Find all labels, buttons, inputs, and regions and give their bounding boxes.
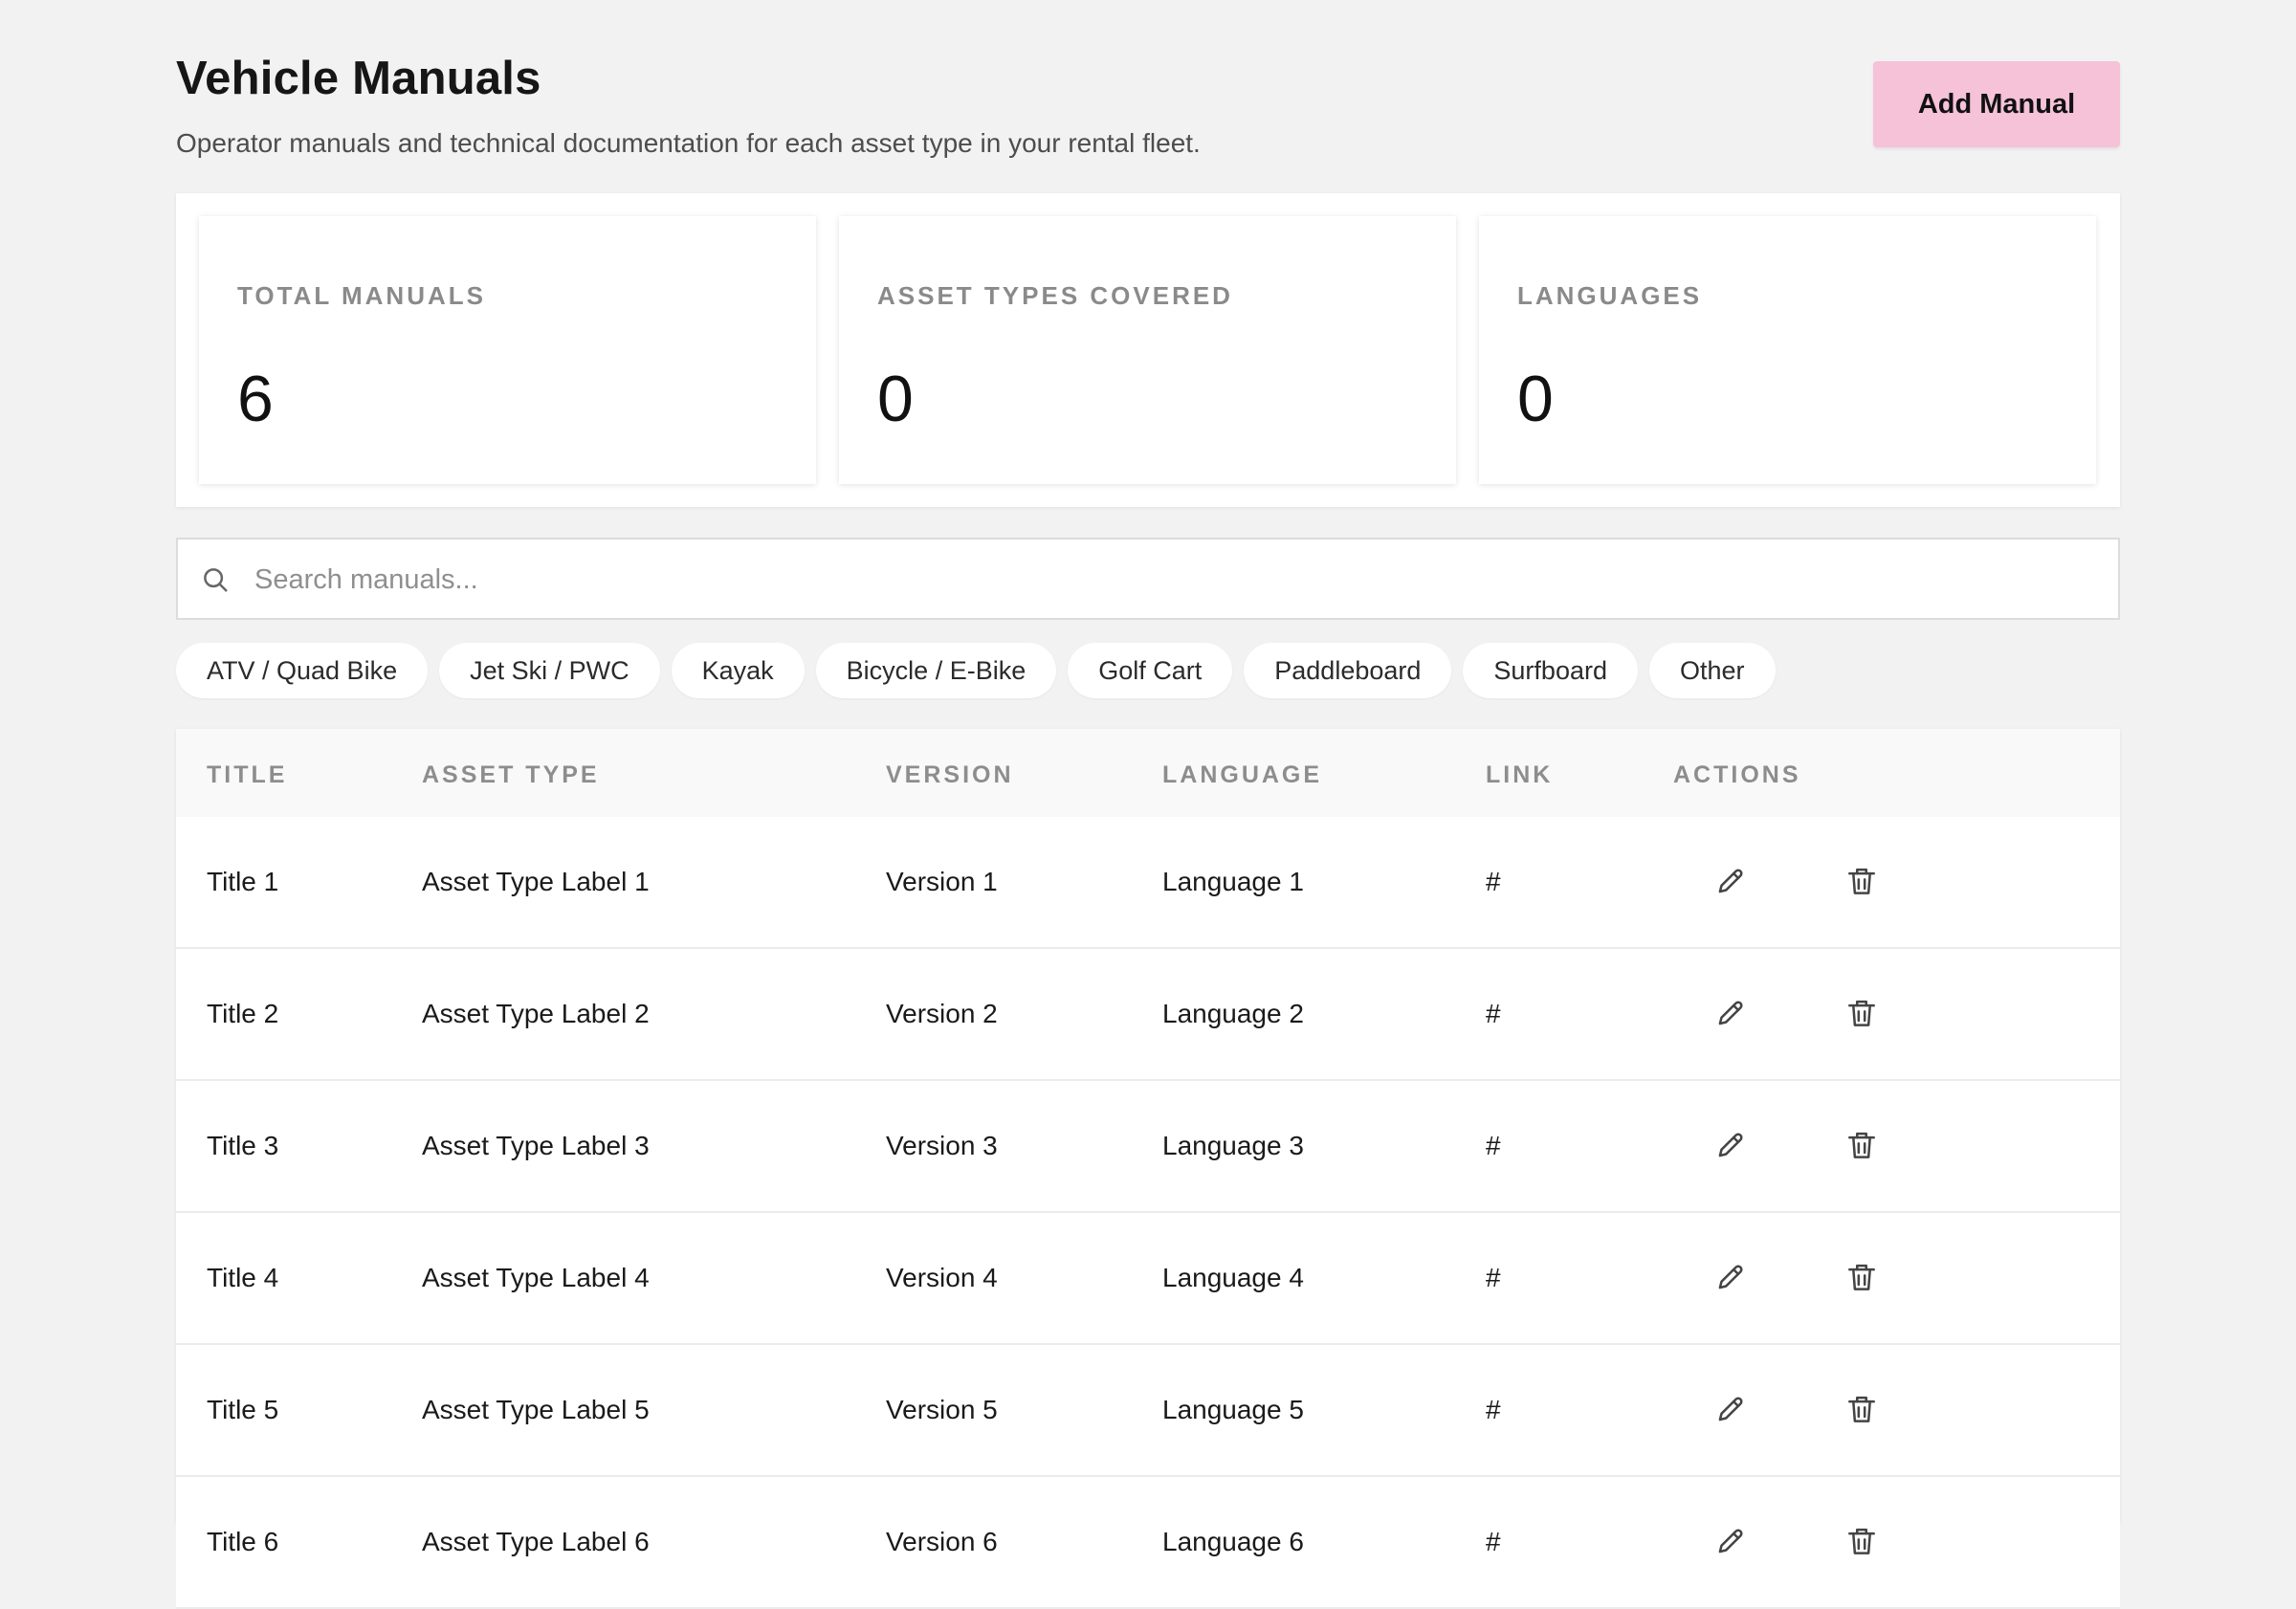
stat-value: 0 xyxy=(1517,363,1554,435)
stats-panel: TOTAL MANUALS 6 ASSET TYPES COVERED 0 LA… xyxy=(176,193,2120,507)
stat-label: LANGUAGES xyxy=(1517,281,1703,310)
cell-link[interactable]: # xyxy=(1486,1263,1501,1292)
page-header: Vehicle Manuals Operator manuals and tec… xyxy=(176,46,2120,161)
filter-chip-other[interactable]: Other xyxy=(1648,643,1776,698)
search-input[interactable] xyxy=(253,549,2074,610)
cell-language: Language 2 xyxy=(1162,999,1304,1028)
cell-title: Title 4 xyxy=(207,1263,279,1292)
table-header: TITLE ASSET TYPE VERSION LANGUAGE LINK A… xyxy=(176,729,2120,817)
cell-title: Title 6 xyxy=(207,1527,279,1556)
cell-version: Version 5 xyxy=(886,1395,998,1424)
pencil-icon[interactable] xyxy=(1712,1523,1749,1559)
cell-language: Language 6 xyxy=(1162,1527,1304,1556)
cell-link[interactable]: # xyxy=(1486,1131,1501,1160)
cell-language: Language 1 xyxy=(1162,867,1304,896)
trash-icon[interactable] xyxy=(1843,995,1880,1031)
table-row: Title 3 Asset Type Label 3 Version 3 Langua… xyxy=(176,1081,2120,1213)
cell-asset-type: Asset Type Label 3 xyxy=(422,1131,650,1160)
column-header-link[interactable]: LINK xyxy=(1486,761,1554,788)
cell-language: Language 4 xyxy=(1162,1263,1304,1292)
search-box xyxy=(176,538,2120,620)
trash-icon[interactable] xyxy=(1843,863,1880,899)
manuals-table: TITLE ASSET TYPE VERSION LANGUAGE LINK A… xyxy=(176,729,2120,1609)
cell-version: Version 2 xyxy=(886,999,998,1028)
stat-value: 0 xyxy=(877,363,914,435)
cell-asset-type: Asset Type Label 2 xyxy=(422,999,650,1028)
page-subtitle: Operator manuals and technical documenta… xyxy=(176,128,1201,158)
stat-card-total-manuals: TOTAL MANUALS 6 xyxy=(199,216,816,484)
stat-label: TOTAL MANUALS xyxy=(237,281,486,310)
cell-version: Version 1 xyxy=(886,867,998,896)
column-header-asset-type[interactable]: ASSET TYPE xyxy=(422,761,600,788)
stat-label: ASSET TYPES COVERED xyxy=(877,281,1233,310)
cell-link[interactable]: # xyxy=(1486,1527,1501,1556)
filter-chip-kayak[interactable]: Kayak xyxy=(671,643,805,698)
cell-asset-type: Asset Type Label 5 xyxy=(422,1395,650,1424)
cell-link[interactable]: # xyxy=(1486,999,1501,1028)
cell-title: Title 1 xyxy=(207,867,279,896)
table-row: Title 4 Asset Type Label 4 Version 4 Langua… xyxy=(176,1213,2120,1345)
cell-asset-type: Asset Type Label 1 xyxy=(422,867,650,896)
trash-icon[interactable] xyxy=(1843,1259,1880,1295)
asset-type-filters: ATV / Quad Bike Jet Ski / PWC Kayak Bicy… xyxy=(176,643,1776,698)
trash-icon[interactable] xyxy=(1843,1391,1880,1427)
filter-chip-surfboard[interactable]: Surfboard xyxy=(1463,643,1638,698)
cell-title: Title 2 xyxy=(207,999,279,1028)
filter-chip-paddleboard[interactable]: Paddleboard xyxy=(1244,643,1452,698)
column-header-actions: ACTIONS xyxy=(1673,761,1801,788)
column-header-title[interactable]: TITLE xyxy=(207,761,288,788)
cell-asset-type: Asset Type Label 6 xyxy=(422,1527,650,1556)
column-header-version[interactable]: VERSION xyxy=(886,761,1014,788)
cell-link[interactable]: # xyxy=(1486,1395,1501,1424)
pencil-icon[interactable] xyxy=(1712,1259,1749,1295)
cell-version: Version 3 xyxy=(886,1131,998,1160)
table-row: Title 2 Asset Type Label 2 Version 2 Langua… xyxy=(176,949,2120,1081)
table-row: Title 5 Asset Type Label 5 Version 5 Langua… xyxy=(176,1345,2120,1477)
cell-link[interactable]: # xyxy=(1486,867,1501,896)
filter-chip-atv[interactable]: ATV / Quad Bike xyxy=(176,643,429,698)
filter-chip-jet-ski[interactable]: Jet Ski / PWC xyxy=(439,643,660,698)
add-manual-button[interactable]: Add Manual xyxy=(1873,61,2120,147)
stat-card-languages: LANGUAGES 0 xyxy=(1479,216,2096,484)
cell-asset-type: Asset Type Label 4 xyxy=(422,1263,650,1292)
search-icon xyxy=(204,568,228,592)
pencil-icon[interactable] xyxy=(1712,995,1749,1031)
pencil-icon[interactable] xyxy=(1712,1391,1749,1427)
page-title: Vehicle Manuals xyxy=(176,53,541,104)
cell-title: Title 3 xyxy=(207,1131,279,1160)
cell-version: Version 4 xyxy=(886,1263,998,1292)
cell-language: Language 5 xyxy=(1162,1395,1304,1424)
filter-chip-bicycle[interactable]: Bicycle / E-Bike xyxy=(815,643,1057,698)
table-row: Title 6 Asset Type Label 6 Version 6 Langua… xyxy=(176,1477,2120,1609)
stat-value: 6 xyxy=(237,363,274,435)
pencil-icon[interactable] xyxy=(1712,863,1749,899)
cell-version: Version 6 xyxy=(886,1527,998,1556)
trash-icon[interactable] xyxy=(1843,1523,1880,1559)
column-header-language[interactable]: LANGUAGE xyxy=(1162,761,1323,788)
trash-icon[interactable] xyxy=(1843,1127,1880,1163)
cell-language: Language 3 xyxy=(1162,1131,1304,1160)
cell-title: Title 5 xyxy=(207,1395,279,1424)
stat-card-asset-types: ASSET TYPES COVERED 0 xyxy=(839,216,1456,484)
pencil-icon[interactable] xyxy=(1712,1127,1749,1163)
filter-chip-golf-cart[interactable]: Golf Cart xyxy=(1068,643,1233,698)
table-row: Title 1 Asset Type Label 1 Version 1 Langua… xyxy=(176,817,2120,949)
